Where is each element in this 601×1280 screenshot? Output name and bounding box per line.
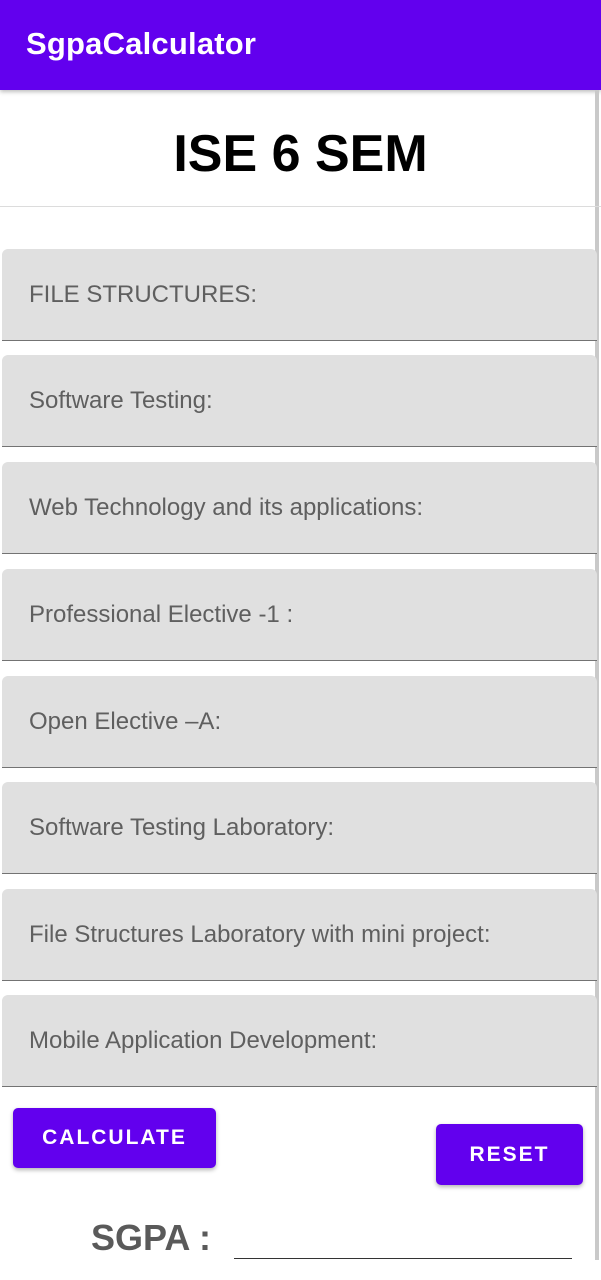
reset-button[interactable]: RESET — [436, 1124, 583, 1185]
grade-input-file-structures[interactable] — [2, 249, 597, 340]
grade-input-professional-elective[interactable] — [2, 569, 597, 660]
grade-input-mobile-app-dev[interactable] — [2, 995, 597, 1086]
grade-input-software-testing-lab[interactable] — [2, 782, 597, 873]
grade-input-open-elective[interactable] — [2, 676, 597, 767]
grade-input-software-testing[interactable] — [2, 355, 597, 446]
subject-field-file-structures-lab[interactable] — [2, 889, 597, 981]
subject-field-open-elective[interactable] — [2, 676, 597, 768]
subject-field-professional-elective[interactable] — [2, 569, 597, 661]
semester-title: ISE 6 SEM — [173, 125, 428, 183]
sgpa-result-value — [234, 1222, 572, 1259]
header-divider — [0, 206, 601, 207]
subject-field-file-structures[interactable] — [2, 249, 597, 341]
subject-field-software-testing-lab[interactable] — [2, 782, 597, 874]
grade-input-file-structures-lab[interactable] — [2, 889, 597, 980]
sgpa-label: SGPA : — [91, 1217, 212, 1258]
app-bar: SgpaCalculator — [0, 0, 601, 90]
calculate-button[interactable]: CALCULATE — [13, 1108, 216, 1168]
grade-input-web-technology[interactable] — [2, 462, 597, 553]
app-title: SgpaCalculator — [26, 26, 257, 61]
subject-field-mobile-app-dev[interactable] — [2, 995, 597, 1087]
subject-field-web-technology[interactable] — [2, 462, 597, 554]
scrollbar[interactable] — [595, 90, 599, 1260]
subject-field-software-testing[interactable] — [2, 355, 597, 447]
